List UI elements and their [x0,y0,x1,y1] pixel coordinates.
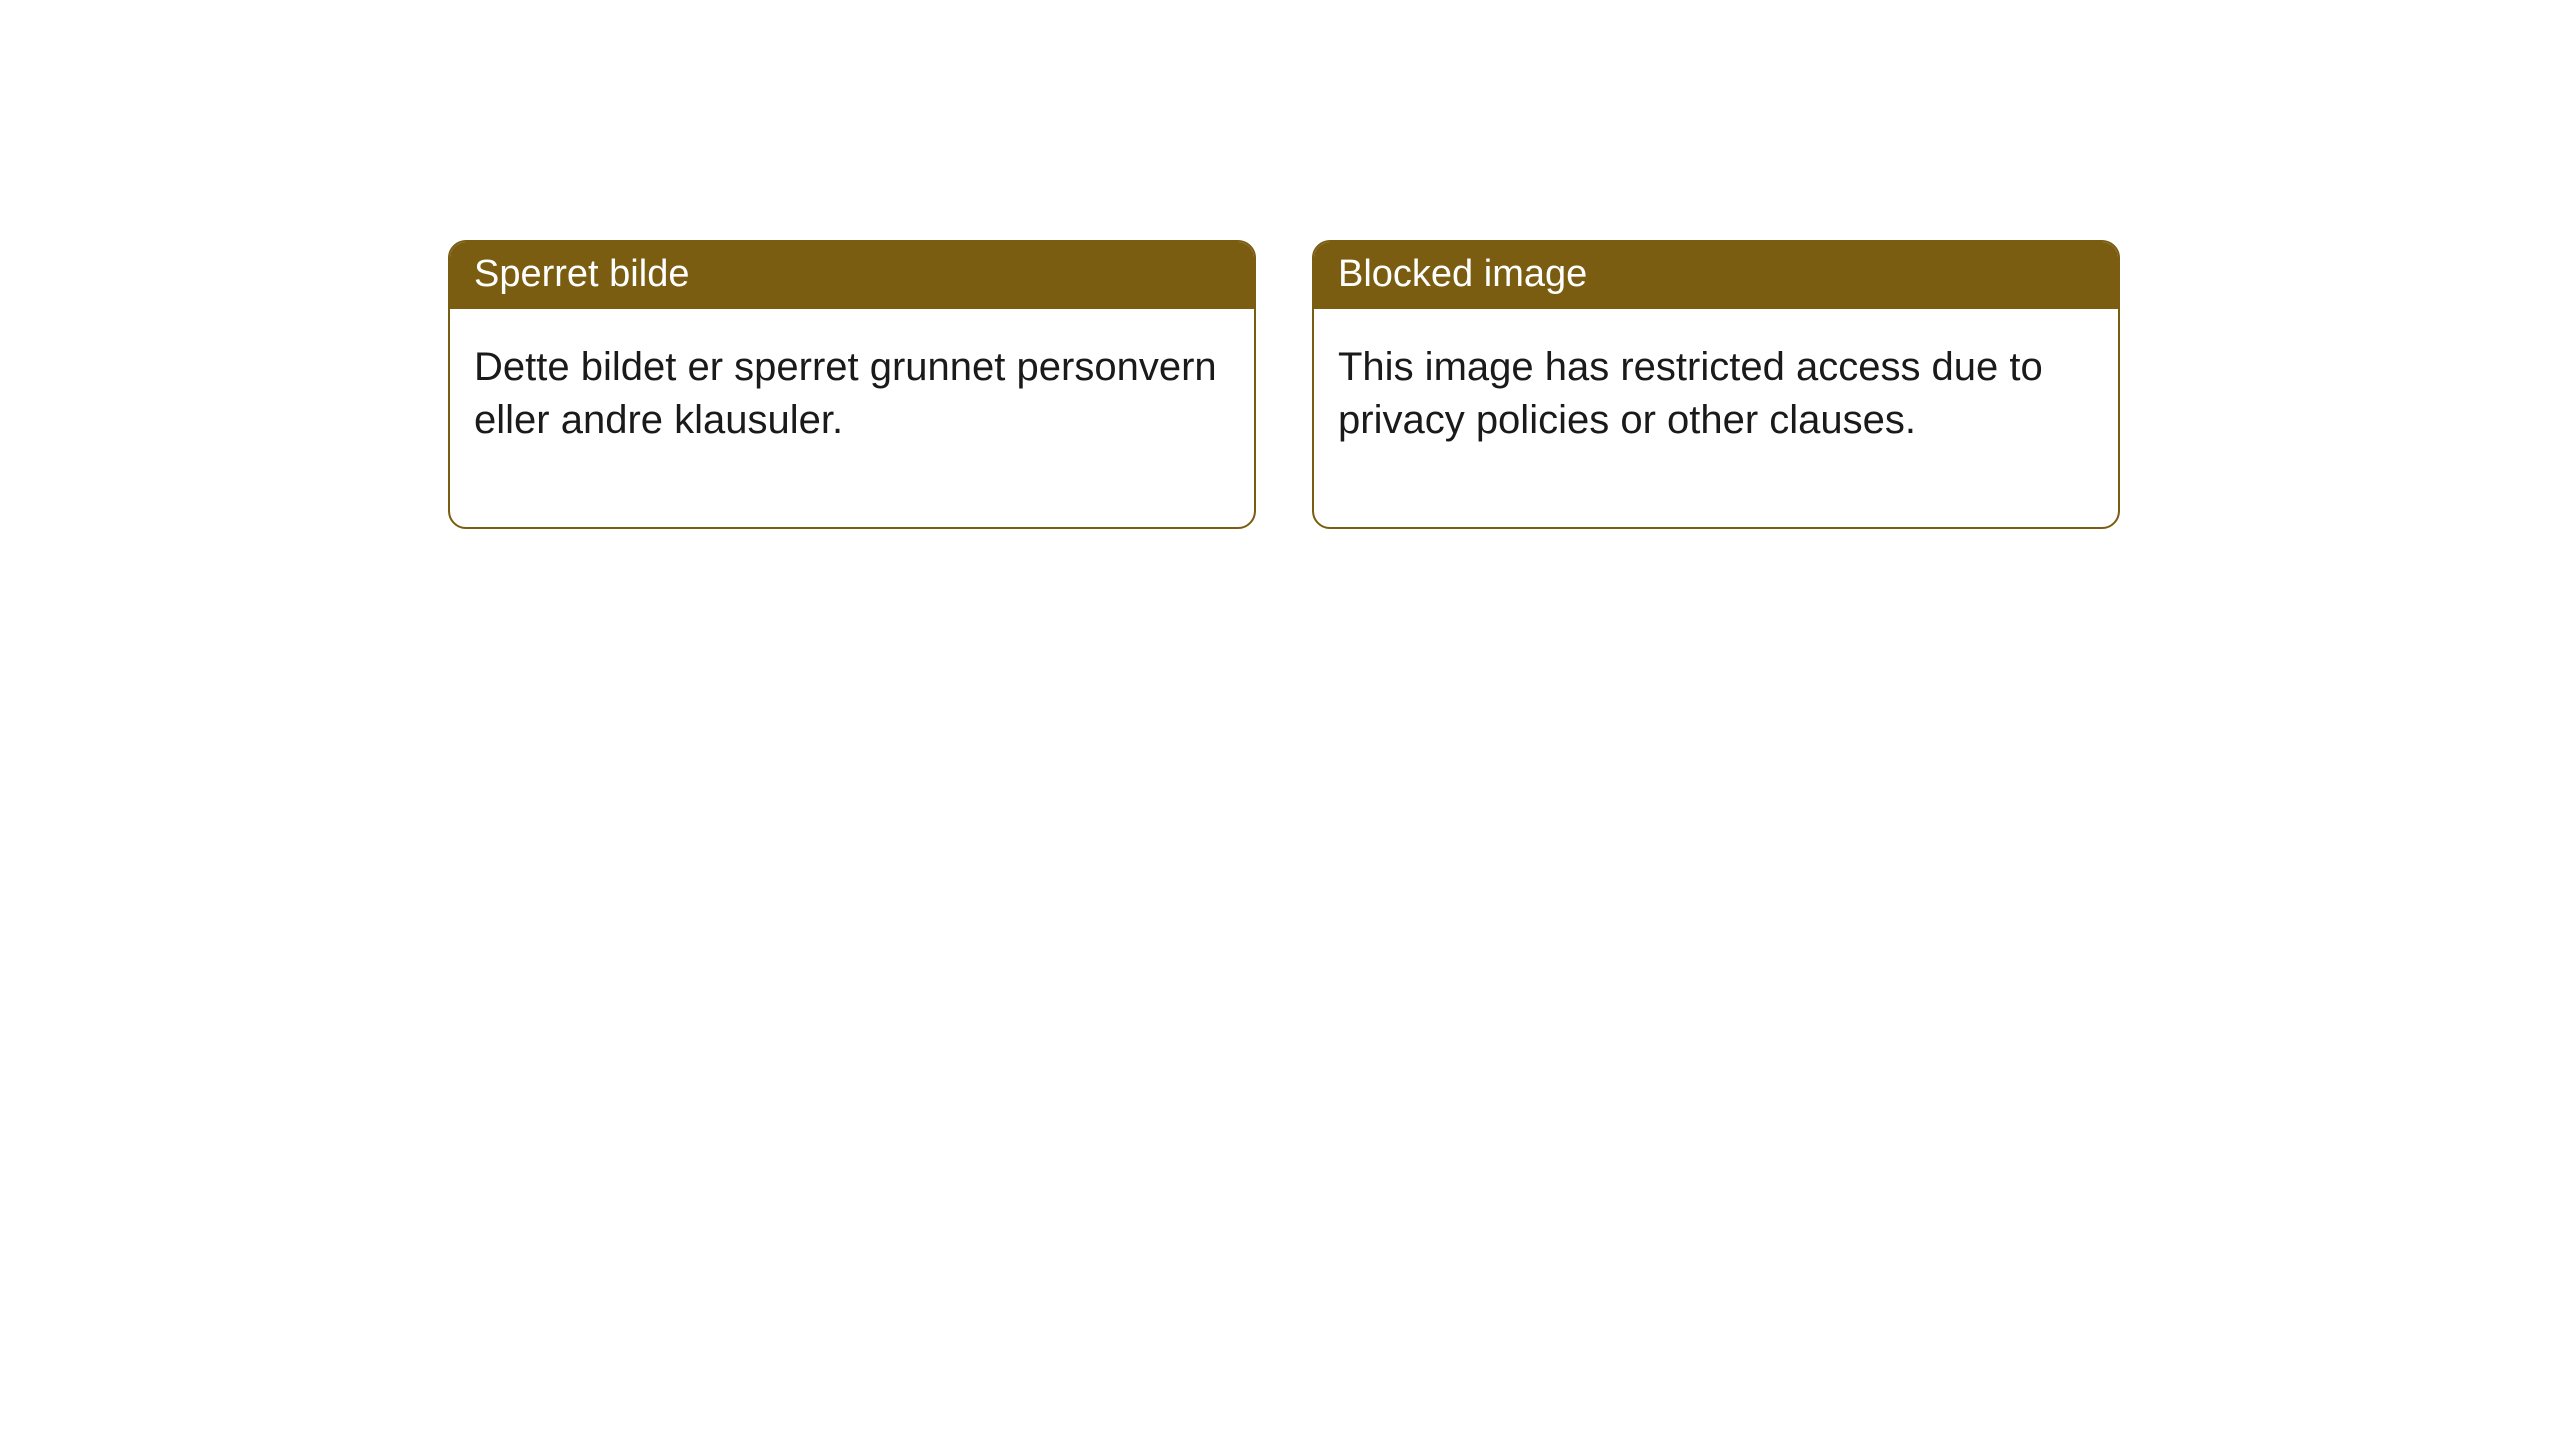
notice-title: Sperret bilde [474,253,689,295]
notice-container: Sperret bilde Dette bildet er sperret gr… [0,0,2560,529]
notice-header: Sperret bilde [450,242,1254,309]
notice-message: This image has restricted access due to … [1338,345,2043,442]
notice-message: Dette bildet er sperret grunnet personve… [474,345,1217,442]
notice-card-english: Blocked image This image has restricted … [1312,240,2120,529]
notice-header: Blocked image [1314,242,2118,309]
notice-title: Blocked image [1338,253,1587,295]
notice-card-norwegian: Sperret bilde Dette bildet er sperret gr… [448,240,1256,529]
notice-body: This image has restricted access due to … [1314,309,2118,527]
notice-body: Dette bildet er sperret grunnet personve… [450,309,1254,527]
